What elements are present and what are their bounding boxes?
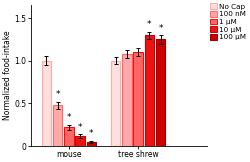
Bar bbox=[76, 136, 85, 146]
Text: *: * bbox=[89, 129, 94, 138]
Bar bbox=[87, 142, 96, 146]
Bar bbox=[42, 61, 51, 146]
Legend: No Cap, 100 nM, 1 μM, 10 μM, 100 μM: No Cap, 100 nM, 1 μM, 10 μM, 100 μM bbox=[209, 2, 247, 41]
Text: *: * bbox=[67, 113, 71, 122]
Bar bbox=[156, 39, 166, 146]
Bar bbox=[111, 61, 120, 146]
Y-axis label: Normalized food-intake: Normalized food-intake bbox=[3, 31, 12, 121]
Bar bbox=[145, 35, 154, 146]
Text: *: * bbox=[56, 90, 60, 99]
Bar bbox=[122, 54, 132, 146]
Text: *: * bbox=[78, 122, 82, 132]
Bar bbox=[53, 105, 62, 146]
Text: *: * bbox=[158, 24, 163, 33]
Bar bbox=[64, 127, 74, 146]
Bar bbox=[134, 52, 143, 146]
Text: *: * bbox=[147, 20, 152, 29]
